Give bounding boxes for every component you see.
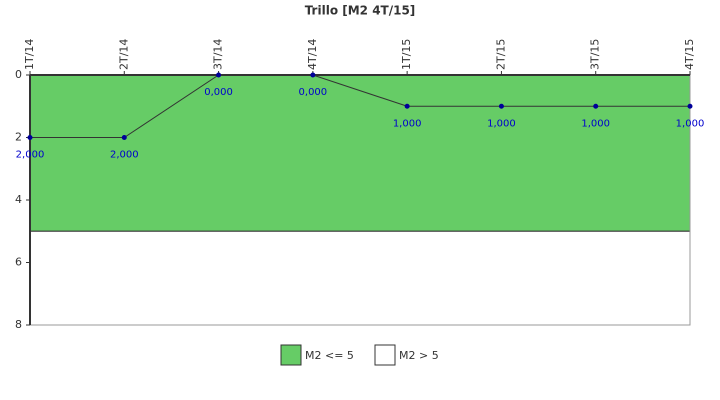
point bbox=[498, 103, 504, 109]
legend-swatch bbox=[374, 344, 396, 366]
value-label: 2,000 bbox=[110, 150, 139, 161]
value-label: 1,000 bbox=[487, 118, 516, 129]
legend-label: M2 > 5 bbox=[399, 349, 439, 362]
point bbox=[593, 103, 599, 109]
point bbox=[27, 135, 33, 140]
y-tick-label: 0 bbox=[15, 68, 22, 81]
point bbox=[687, 103, 693, 109]
value-label: 1,000 bbox=[676, 118, 705, 129]
point bbox=[404, 103, 410, 109]
value-label: 0,000 bbox=[204, 87, 233, 98]
y-tick-label: 8 bbox=[15, 318, 22, 331]
y-tick-label: 2 bbox=[15, 131, 22, 144]
value-label: 1,000 bbox=[581, 118, 610, 129]
y-tick-label: 6 bbox=[15, 256, 22, 269]
x-tick-label: 2T/14 bbox=[117, 39, 130, 70]
x-tick-label: 4T/15 bbox=[683, 39, 696, 70]
x-tick-label: 1T/14 bbox=[23, 39, 36, 70]
point bbox=[216, 72, 222, 78]
band bbox=[29, 74, 691, 232]
band bbox=[29, 230, 691, 326]
x-tick-label: 3T/15 bbox=[589, 39, 602, 70]
value-label: 2,000 bbox=[16, 150, 45, 161]
legend-swatch bbox=[280, 344, 302, 366]
x-tick-label: 3T/14 bbox=[212, 39, 225, 70]
point bbox=[310, 72, 316, 78]
x-tick-label: 1T/15 bbox=[400, 39, 413, 70]
y-tick-label: 4 bbox=[15, 193, 22, 206]
chart-title: Trillo [M2 4T/15] bbox=[305, 4, 416, 18]
legend-label: M2 <= 5 bbox=[305, 349, 354, 362]
point bbox=[121, 135, 127, 140]
series-line bbox=[30, 74, 690, 138]
x-tick-label: 2T/15 bbox=[494, 39, 507, 70]
value-label: 0,000 bbox=[299, 87, 328, 98]
value-label: 1,000 bbox=[393, 118, 422, 129]
x-tick-label: 4T/14 bbox=[306, 39, 319, 70]
